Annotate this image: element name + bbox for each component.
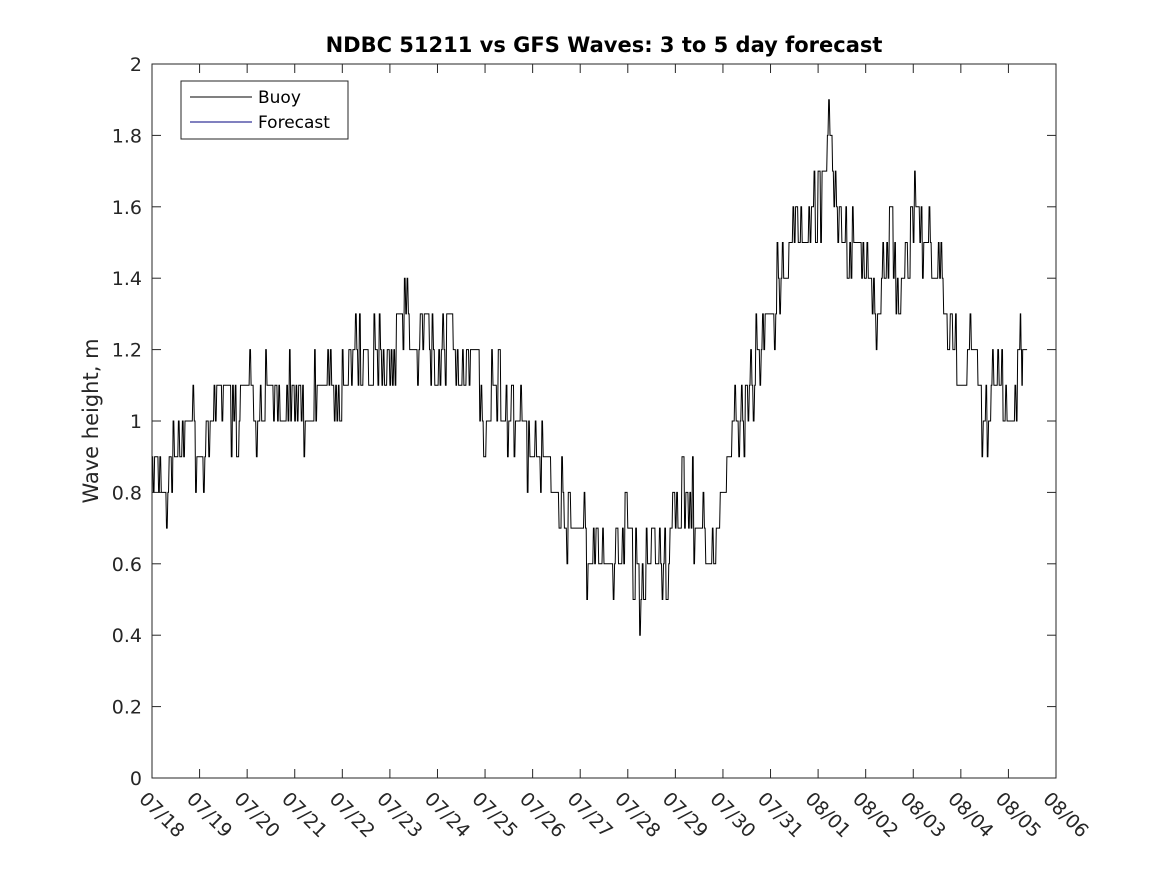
legend-box [180, 80, 349, 140]
legend-buoy-label: Buoy [258, 88, 301, 108]
y-tick-label: 2 [130, 54, 142, 76]
y-axis-label: Wave height, m [79, 338, 103, 503]
series-layer [152, 99, 1028, 636]
plot-area [152, 64, 1056, 778]
y-tick-label: 0 [130, 768, 142, 790]
y-tick-label: 1.4 [112, 268, 142, 290]
y-tick-label: 1.8 [112, 125, 142, 147]
y-tick-label: 1.2 [112, 340, 142, 362]
y-tick-label: 0.8 [112, 482, 142, 504]
legend: Buoy Forecast [180, 80, 349, 140]
y-axis-ticks: 0 0.2 0.4 0.6 0.8 1 1.2 1.4 1.6 1.8 2 [112, 54, 1056, 790]
series-line-buoy [152, 99, 1028, 636]
y-tick-label: 0.4 [112, 625, 142, 647]
y-tick-label: 1 [130, 411, 142, 433]
y-tick-label: 0.2 [112, 697, 142, 719]
legend-forecast-label: Forecast [258, 113, 330, 133]
chart-title: NDBC 51211 vs GFS Waves: 3 to 5 day fore… [326, 33, 883, 57]
y-tick-label: 0.6 [112, 554, 142, 576]
y-tick-label: 1.6 [112, 197, 142, 219]
